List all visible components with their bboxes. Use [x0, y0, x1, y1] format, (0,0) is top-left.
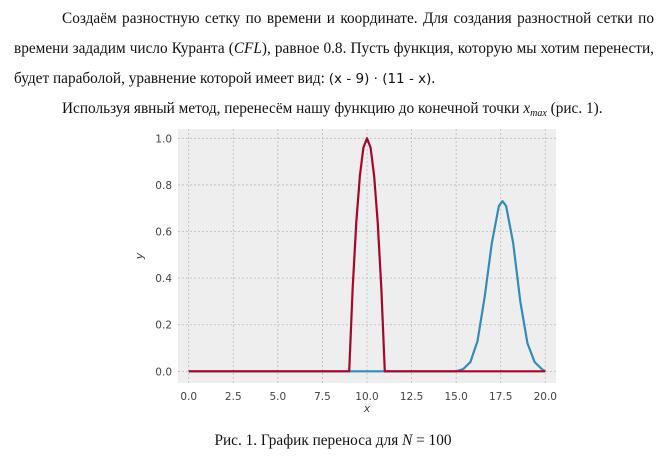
y-tick-label: 0.2 — [155, 320, 172, 332]
y-tick-label: 0.4 — [155, 273, 172, 285]
y-tick-label: 1.0 — [155, 133, 172, 145]
x-tick-label: 15.0 — [444, 391, 467, 403]
x-tick-label: 5.0 — [269, 391, 286, 403]
caption-suffix: = 100 — [412, 432, 452, 449]
y-axis-label: y — [133, 252, 146, 260]
x-tick-label: 10.0 — [355, 391, 378, 403]
intro-paragraph: Создаём разностную сетку по времени и ко… — [14, 4, 654, 94]
intro-text-b: ), равное 0.8. Пусть функция, которую мы… — [14, 40, 654, 87]
series-line-2 — [188, 137, 546, 373]
series-lines — [188, 137, 546, 373]
plot-area — [178, 129, 556, 383]
caption-variable: N — [402, 432, 413, 449]
y-tick-label: 0.6 — [155, 227, 172, 239]
x-tick-label: 20.0 — [534, 391, 557, 403]
cfl-symbol: CFL — [233, 40, 262, 57]
method-text-a: Используя явный метод, перенесём нашу фу… — [62, 100, 524, 117]
y-tick-label: 0.8 — [155, 180, 172, 192]
transfer-chart: 0.0 2.5 5.0 7.5 10.0 12.5 15.0 17.5 20.0 0.00.20… — [133, 129, 557, 415]
x-tick-labels: 0.0 2.5 5.0 7.5 10.0 12.5 15.0 17.5 20.0 — [180, 391, 557, 403]
intro-text-c: . — [431, 70, 436, 87]
x-tick-label: 0.0 — [180, 391, 197, 403]
method-paragraph: Используя явный метод, перенесём нашу фу… — [14, 94, 654, 129]
y-tick-labels: 0.0 0.2 0.4 0.6 0.8 1.0 — [155, 133, 172, 378]
parabola-formula: (x - 9) · (11 - x) — [328, 71, 432, 87]
x-axis-label: x — [363, 402, 371, 415]
x-max-symbol: x — [523, 100, 531, 117]
x-tick-label: 12.5 — [400, 391, 423, 403]
x-tick-label: 2.5 — [225, 391, 242, 403]
figure-caption: Рис. 1. График переноса для N = 100 — [0, 432, 666, 450]
x-tick-label: 7.5 — [314, 391, 331, 403]
transfer-figure: 0.0 2.5 5.0 7.5 10.0 12.5 15.0 17.5 20.0 0.0 0.2 0… — [130, 124, 562, 431]
caption-prefix: Рис. 1. График переноса для — [214, 432, 403, 449]
x-tick-label: 17.5 — [489, 391, 512, 403]
intro-text-a: Создаём разностную сетку по времени и ко… — [14, 10, 654, 57]
x-max-subscript: max — [530, 108, 547, 119]
y-tick-label: 0.0 — [155, 366, 172, 378]
method-text-b: (рис. 1). — [546, 100, 603, 117]
